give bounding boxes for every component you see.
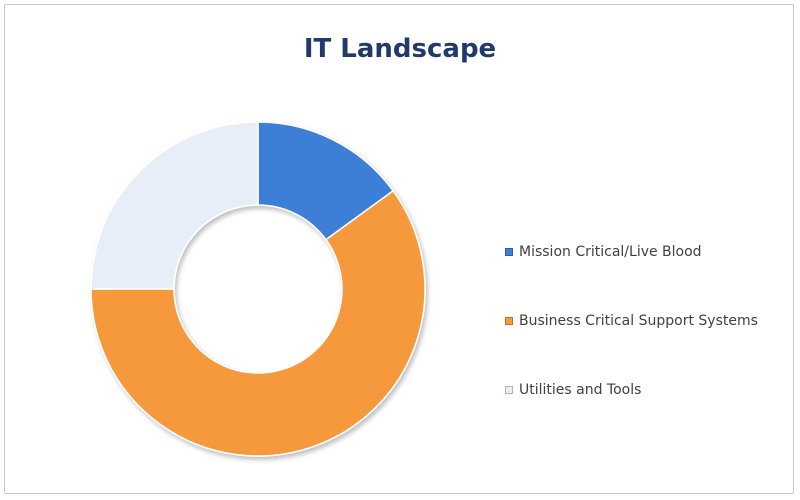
donut-slice-3 [90,121,259,290]
legend-label: Utilities and Tools [519,382,642,398]
chart-title: IT Landscape [303,34,497,64]
legend-item-1: Mission Critical/Live Blood [505,240,758,264]
legend-swatch [505,317,513,325]
legend-swatch [505,386,513,394]
legend-swatch [505,248,513,256]
legend-label: Business Critical Support Systems [519,313,758,329]
chart-legend: Mission Critical/Live Blood Business Crit… [505,240,758,447]
legend-label: Mission Critical/Live Blood [519,244,702,260]
donut-slice-2 [90,189,426,457]
legend-item-2: Business Critical Support Systems [505,309,758,333]
legend-item-3: Utilities and Tools [505,378,758,402]
